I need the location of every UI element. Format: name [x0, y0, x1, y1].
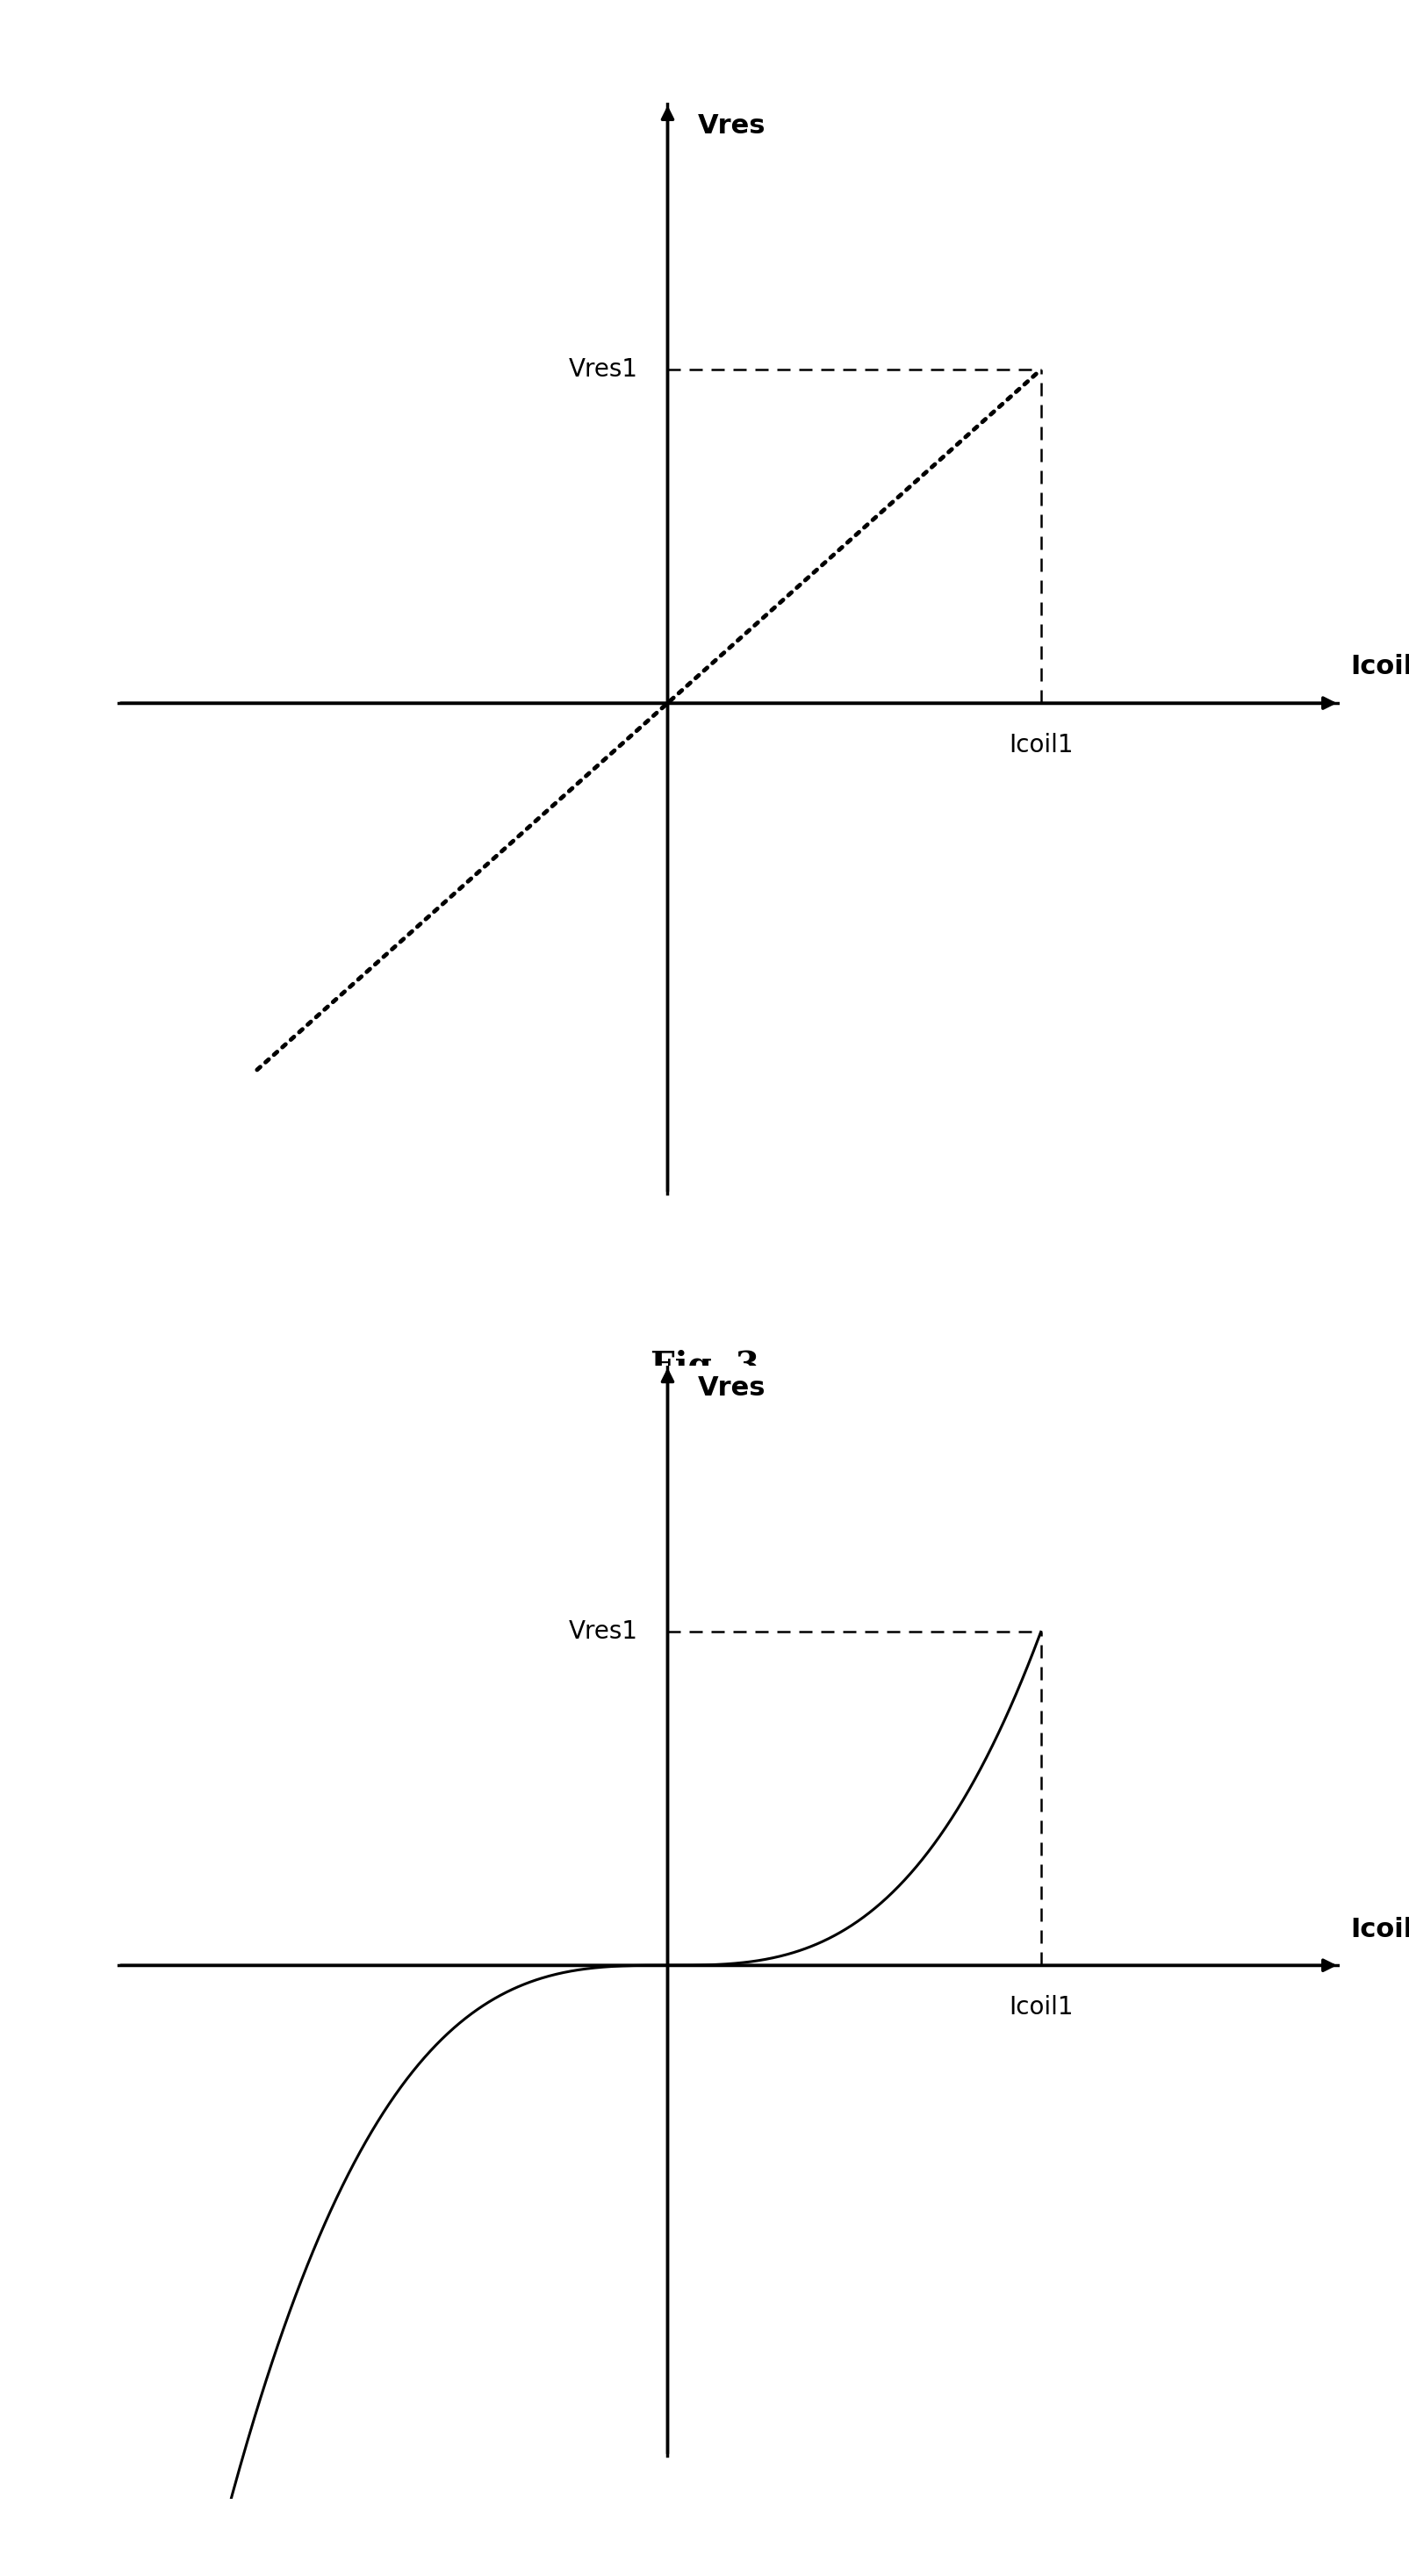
Text: Icoil1: Icoil1	[1007, 1996, 1072, 2020]
Text: Icoil: Icoil	[1350, 1917, 1409, 1942]
Text: Icoil: Icoil	[1350, 654, 1409, 680]
Text: Fig. 3: Fig. 3	[650, 1350, 759, 1383]
Text: Icoil1: Icoil1	[1007, 734, 1072, 757]
Text: Vres: Vres	[697, 1376, 765, 1401]
Text: Vres: Vres	[697, 113, 765, 139]
Text: Vres1: Vres1	[568, 1620, 637, 1643]
Text: Vres1: Vres1	[568, 358, 637, 381]
